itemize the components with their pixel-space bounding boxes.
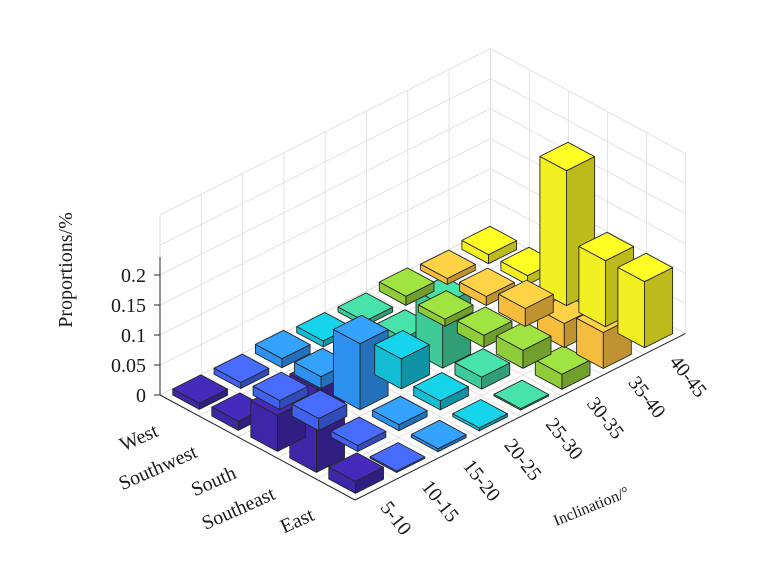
bar-face-top — [456, 306, 513, 336]
bar-east-5-10 — [328, 452, 384, 494]
bar-southwest-30-35 — [417, 290, 474, 327]
bar-face-top — [498, 279, 554, 309]
y-axis-line — [159, 394, 356, 501]
bar-face-top — [459, 267, 515, 297]
bar-southeast-30-35 — [495, 321, 552, 369]
wall-gridline-z — [159, 48, 686, 216]
bar-west-35-40 — [420, 249, 476, 285]
bar-face-top — [452, 399, 508, 429]
bar-face-top — [417, 290, 474, 320]
z-tick-label-0-1: 0.1 — [121, 325, 146, 347]
bar-face-top — [420, 249, 476, 279]
bar-face-top — [172, 374, 228, 404]
bar-face-top — [252, 371, 309, 401]
bar-face-side — [539, 155, 567, 307]
bar-face-top — [374, 330, 430, 360]
bar-face-top — [617, 252, 674, 283]
bar-face-top — [337, 292, 394, 322]
bar-face-top — [213, 353, 270, 383]
bar-east-15-20 — [410, 419, 467, 453]
bar-face-top — [410, 419, 467, 450]
axis-layer — [159, 257, 686, 501]
bar-face-top — [461, 225, 518, 256]
bar-southeast-20-25 — [413, 372, 469, 411]
bar-east-25-30 — [493, 379, 550, 411]
bar-southeast-10-15 — [330, 416, 387, 452]
inclination-label-20-25: 20-25 — [500, 435, 546, 485]
bar-south-10-15 — [291, 389, 348, 431]
z-tick-label-0: 0 — [136, 385, 146, 407]
bar-east-10-15 — [369, 442, 426, 473]
inclination-label-10-15: 10-15 — [417, 476, 463, 526]
bar-west-10-15 — [213, 353, 270, 389]
direction-label-south: South — [188, 462, 240, 501]
z-tick-label-0-2: 0.2 — [121, 265, 146, 287]
bar-west-5-10 — [172, 374, 228, 410]
bar-southeast-15-20 — [371, 395, 428, 432]
bar-face-top — [332, 314, 389, 345]
bar-west-15-20 — [254, 329, 311, 369]
bar-south-20-25 — [374, 330, 430, 390]
bar-face-top — [578, 231, 635, 262]
inclination-label-40-45: 40-45 — [665, 352, 711, 402]
direction-label-east: East — [277, 504, 318, 538]
x-axis-label: Inclination/° — [551, 484, 632, 530]
bar-east-20-25 — [452, 399, 508, 432]
wall-gridline-z — [159, 108, 686, 276]
bar-face-top — [328, 452, 384, 482]
bar-face-top — [378, 267, 435, 297]
bar-face-top — [413, 372, 469, 402]
bar-southwest-10-15 — [252, 371, 309, 410]
bar-east-40-45 — [617, 252, 674, 349]
z-tick-label-0-15: 0.15 — [111, 295, 146, 317]
bar-south-30-35 — [456, 306, 513, 348]
wall-gridline-z — [159, 78, 686, 246]
bar-layer — [172, 141, 674, 494]
z-axis-label: Proportions/% — [55, 212, 77, 328]
inclination-label-25-30: 25-30 — [541, 414, 587, 464]
bar-southeast-25-30 — [454, 348, 511, 390]
direction-label-west: West — [117, 420, 162, 456]
bar-face-top — [254, 329, 311, 360]
bar-south-35-40 — [498, 279, 554, 327]
inclination-label-15-20: 15-20 — [458, 456, 504, 506]
bar-face-top — [369, 442, 426, 472]
bar-face-top — [493, 379, 550, 410]
bar-face-top — [454, 348, 511, 378]
x-axis-line — [354, 333, 686, 501]
bar-west-30-35 — [378, 267, 435, 306]
inclination-label-30-35: 30-35 — [582, 393, 628, 443]
bar-face-top — [539, 141, 596, 172]
inclination-label-5-10: 5-10 — [376, 497, 416, 539]
bar-west-40-45 — [461, 225, 518, 265]
bar-face-top — [371, 395, 428, 426]
inclination-label-35-40: 35-40 — [624, 372, 670, 422]
z-tick-label-0-05: 0.05 — [111, 355, 146, 377]
wall-gridline-z — [159, 138, 686, 306]
wall-gridline-z — [159, 168, 686, 336]
bar-face-top — [330, 416, 387, 446]
bar-face-top — [291, 389, 348, 419]
